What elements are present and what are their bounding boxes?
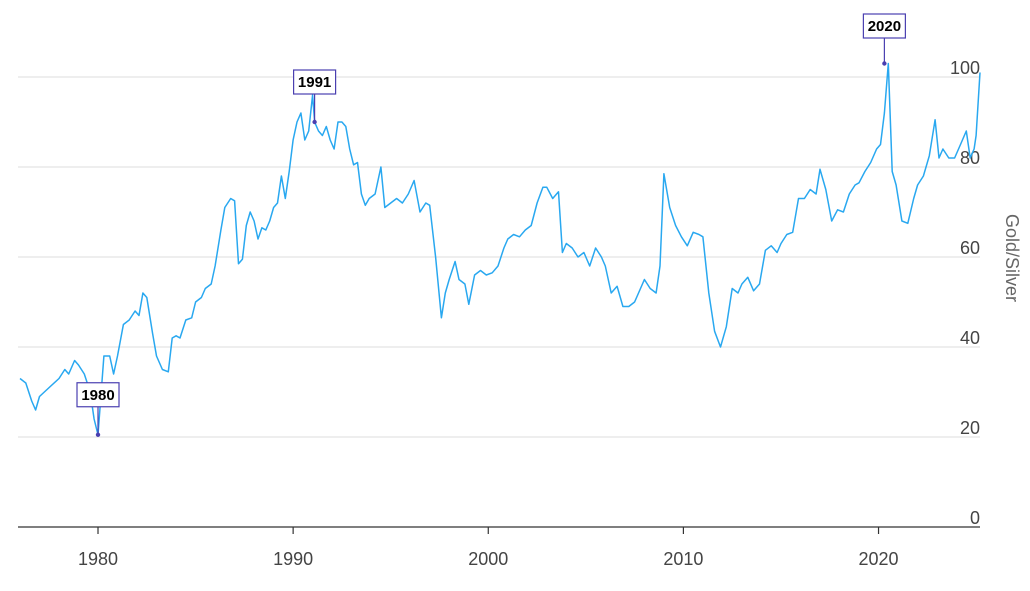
annotation-box <box>76 382 120 408</box>
y-tick-label: 0 <box>970 508 980 528</box>
annotation-point <box>95 432 101 437</box>
annotation-flag: 1980 <box>76 382 120 437</box>
annotation-flag: 1991 <box>293 69 337 125</box>
x-axis-ticks: 1980 1990 2000 2010 2020 <box>78 527 899 569</box>
y-tick-label: 60 <box>960 238 980 258</box>
annotation-box <box>293 69 337 95</box>
x-tick-label: 1980 <box>78 549 118 569</box>
annotation-label: 2020 <box>868 18 901 35</box>
annotation-box <box>862 13 906 39</box>
x-tick-label: 2020 <box>859 549 899 569</box>
series-line <box>19 62 981 436</box>
annotation-label: 1991 <box>298 74 331 91</box>
x-tick-label: 2010 <box>663 549 703 569</box>
annotation-flag: 2020 <box>862 13 906 66</box>
y-tick-label: 20 <box>960 418 980 438</box>
y-gridlines <box>18 76 980 438</box>
y-tick-label: 100 <box>950 58 980 78</box>
y-tick-label: 40 <box>960 328 980 348</box>
annotation-point <box>312 119 317 125</box>
x-tick-label: 2000 <box>468 549 508 569</box>
annotation-point <box>882 61 887 66</box>
y-axis-label: Gold/Silver <box>1002 214 1022 302</box>
annotations: 1980 1991 2020 <box>76 13 906 437</box>
annotation-label: 1980 <box>81 387 114 404</box>
x-tick-label: 1990 <box>273 549 313 569</box>
